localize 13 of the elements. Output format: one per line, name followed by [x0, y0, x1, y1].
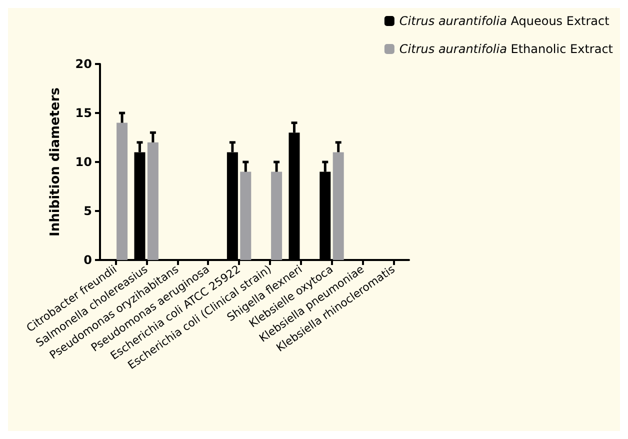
y-tick-label: 0	[84, 253, 92, 267]
bar	[271, 172, 282, 260]
bar	[116, 122, 128, 260]
y-tick-label: 10	[75, 155, 92, 169]
legend-label: Citrus aurantifolia Ethanolic Extract	[399, 42, 614, 56]
bar	[240, 172, 252, 260]
bar	[147, 142, 158, 260]
y-tick-label: 20	[75, 57, 92, 71]
y-tick-label: 5	[84, 204, 92, 218]
legend-label: Citrus aurantifolia Aqueous Extract	[399, 14, 610, 28]
y-tick-label: 15	[75, 106, 92, 120]
y-axis-title: Inhibition diameters	[48, 87, 63, 237]
bar	[332, 152, 344, 260]
